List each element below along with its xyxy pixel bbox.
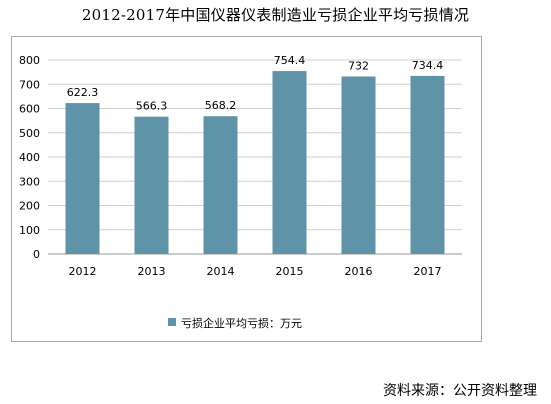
x-tick-label: 2013 bbox=[138, 265, 166, 278]
x-tick-label: 2014 bbox=[207, 265, 235, 278]
x-tick-label: 2012 bbox=[69, 265, 97, 278]
bar-2016 bbox=[341, 76, 376, 255]
value-label: 622.3 bbox=[67, 86, 99, 99]
value-label: 566.3 bbox=[136, 100, 168, 113]
y-tick-label: 600 bbox=[19, 103, 40, 116]
y-tick-label: 700 bbox=[19, 78, 40, 91]
value-label: 754.4 bbox=[274, 54, 306, 67]
bar-2015 bbox=[272, 71, 307, 254]
legend-label: 亏损企业平均亏损：万元 bbox=[181, 316, 302, 330]
bar-2013 bbox=[134, 116, 169, 255]
value-label: 732 bbox=[348, 59, 369, 72]
value-labels: 622.3 566.3 568.2 754.4 732 734.4 bbox=[67, 54, 444, 113]
x-tick-labels: 2012 2013 2014 2015 2016 2017 bbox=[69, 265, 442, 278]
y-tick-label: 800 bbox=[19, 54, 40, 67]
bar-2014 bbox=[203, 116, 238, 254]
x-tick-label: 2016 bbox=[345, 265, 373, 278]
value-label: 734.4 bbox=[412, 59, 444, 72]
legend: 亏损企业平均亏损：万元 bbox=[168, 316, 302, 330]
y-tick-label: 0 bbox=[33, 248, 40, 261]
legend-swatch bbox=[168, 318, 176, 326]
y-tick-label: 100 bbox=[19, 224, 40, 237]
y-tick-label: 400 bbox=[19, 151, 40, 164]
value-label: 568.2 bbox=[205, 99, 237, 112]
bars bbox=[65, 71, 445, 255]
grid-lines bbox=[48, 59, 462, 255]
chart-title: 2012-2017年中国仪器仪表制造业亏损企业平均亏损情况 bbox=[81, 6, 470, 24]
y-tick-label: 300 bbox=[19, 175, 40, 188]
y-tick-label: 200 bbox=[19, 200, 40, 213]
bar-2017 bbox=[410, 75, 445, 255]
x-tick-label: 2015 bbox=[276, 265, 304, 278]
x-tick-label: 2017 bbox=[414, 265, 442, 278]
bar-2012 bbox=[65, 103, 100, 254]
y-tick-label: 500 bbox=[19, 127, 40, 140]
y-tick-labels: 0 100 200 300 400 500 600 700 800 bbox=[19, 54, 40, 261]
source-note: 资料来源：公开资料整理 bbox=[383, 383, 537, 399]
